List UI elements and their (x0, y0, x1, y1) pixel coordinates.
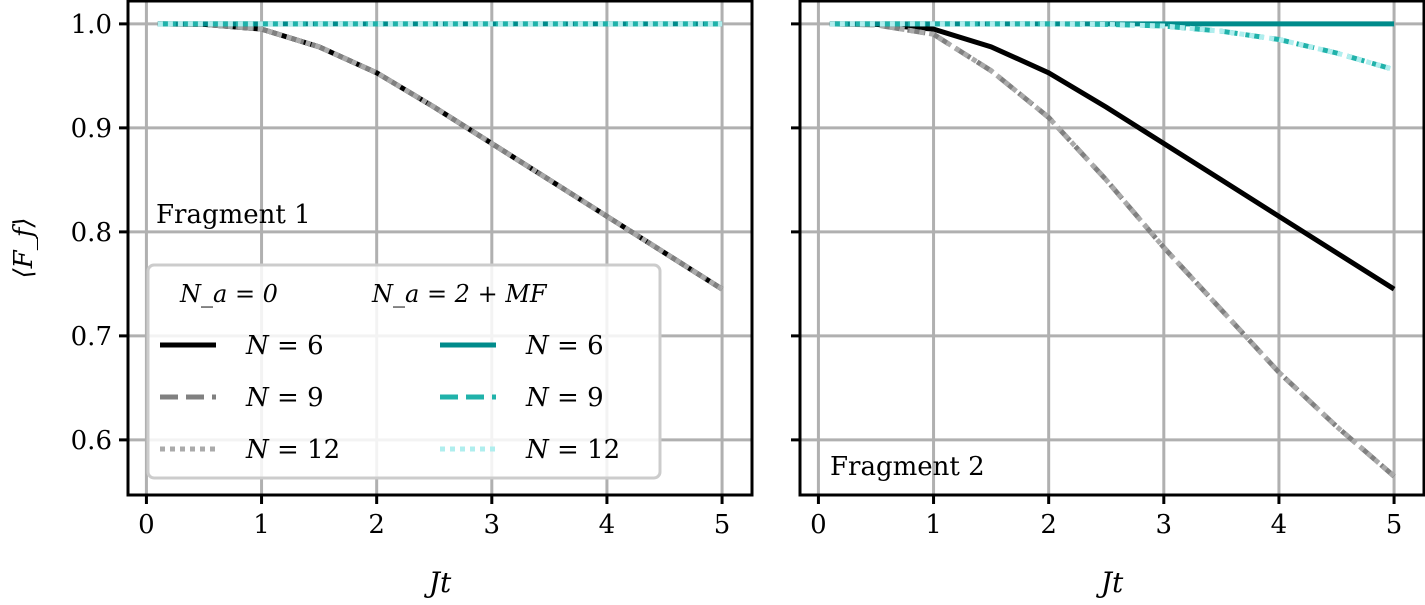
y-tick-label: 1.0 (71, 10, 112, 40)
x-tick-label: 2 (1040, 510, 1057, 540)
legend-item: N = 12 (440, 435, 620, 465)
y-tick-label: 0.7 (71, 322, 112, 352)
plot-frame (126, 0, 754, 497)
legend-item: N = 9 (440, 383, 604, 413)
panel-1: 0 1 2 3 4 5 0.6 0.7 0.8 0.9 1.0 Jt Fragment 1 ⟨F_f⟩ (9, 0, 754, 599)
series-line-na0-9 (829, 21, 1396, 479)
x-tick-label: 0 (810, 510, 827, 540)
x-tick-label: 3 (1156, 510, 1173, 540)
x-tick-label: 4 (1271, 510, 1288, 540)
x-axis-label: Jt (424, 566, 452, 599)
panel-2: 0 1 2 3 4 5 Jt Fragment 2 (791, 0, 1425, 599)
x-tick-label: 5 (714, 510, 731, 540)
plot-frame (798, 0, 1425, 497)
legend-item: N = 6 (440, 331, 604, 361)
series-line-na2mf-12 (829, 21, 1395, 73)
legend-header: N_a = 2 + MF (371, 280, 548, 308)
legend-box (146, 263, 662, 480)
series-line-na0-9 (157, 21, 724, 292)
fragment-label: Fragment 2 (830, 452, 985, 482)
legend-label: N = 9 (245, 383, 324, 413)
x-tick-label: 1 (253, 510, 270, 540)
y-tick-label: 0.9 (71, 114, 112, 144)
series-line-na0-6 (157, 21, 724, 292)
legend-label: N = 9 (525, 383, 604, 413)
series-line-na0-12 (157, 21, 724, 292)
legend-item: N = 9 (160, 383, 324, 413)
x-tick-label: 4 (599, 510, 616, 540)
x-tick-label: 5 (1386, 510, 1403, 540)
y-axis-label: ⟨F_f⟩ (9, 218, 39, 279)
legend-item: N = 12 (160, 435, 340, 465)
series-line-na0-12 (829, 21, 1396, 479)
legend-item: N = 6 (160, 331, 324, 361)
x-tick-label: 2 (368, 510, 385, 540)
legend-label: N = 12 (245, 435, 340, 465)
legend-label: N = 6 (245, 331, 324, 361)
fragment-label: Fragment 1 (156, 200, 311, 230)
legend-label: N = 12 (525, 435, 620, 465)
y-tick-label: 0.8 (71, 218, 112, 248)
legend: N_a = 0 N_a = 2 + MF N = 6 N = 9 N = 12 N = 6… (146, 263, 662, 480)
x-tick-label: 0 (138, 510, 155, 540)
x-axis-label: Jt (1096, 566, 1124, 599)
legend-label: N = 6 (525, 331, 604, 361)
y-tick-label: 0.6 (71, 426, 112, 456)
x-tick-label: 1 (925, 510, 942, 540)
series-line-na0-6 (829, 21, 1396, 292)
x-tick-label: 3 (484, 510, 501, 540)
legend-header: N_a = 0 (179, 280, 278, 308)
